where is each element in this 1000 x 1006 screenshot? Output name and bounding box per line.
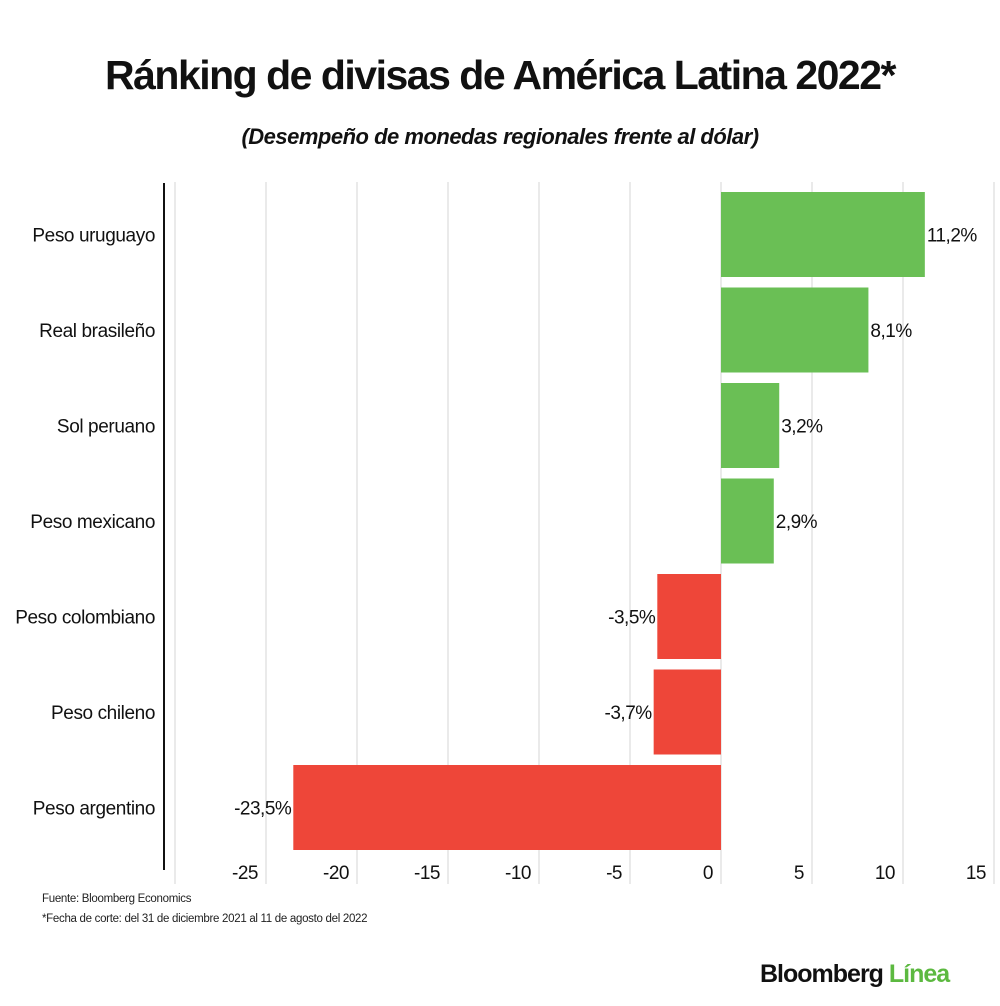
x-tick-label: -10 bbox=[505, 863, 531, 884]
x-tick-label: -25 bbox=[232, 863, 258, 884]
chart-subtitle: (Desempeño de monedas regionales frente … bbox=[241, 124, 759, 149]
category-label: Peso argentino bbox=[33, 799, 155, 820]
x-tick-label: -20 bbox=[323, 863, 349, 884]
bar bbox=[721, 383, 780, 468]
chart-title: Ránking de divisas de América Latina 202… bbox=[104, 52, 897, 98]
data-label: 3,2% bbox=[781, 417, 823, 438]
bar bbox=[721, 287, 869, 373]
category-label: Real brasileño bbox=[39, 321, 155, 342]
data-label: 8,1% bbox=[870, 321, 912, 342]
bar bbox=[721, 478, 774, 564]
bar bbox=[657, 574, 721, 659]
x-tick-label: -15 bbox=[414, 863, 440, 884]
data-label: -23,5% bbox=[234, 799, 292, 820]
x-tick-label: 10 bbox=[875, 863, 895, 884]
source-note: Fuente: Bloomberg Economics bbox=[42, 893, 192, 905]
category-label: Peso uruguayo bbox=[32, 226, 155, 247]
x-tick-label: 5 bbox=[794, 863, 804, 884]
logo-part2: Línea bbox=[888, 960, 950, 988]
data-label: 2,9% bbox=[776, 512, 818, 533]
bloomberg-linea-logo: Bloomberg Línea bbox=[760, 960, 950, 989]
x-tick-label: 0 bbox=[703, 863, 713, 884]
cutoff-note: *Fecha de corte: del 31 de diciembre 202… bbox=[42, 913, 368, 925]
x-tick-label: -5 bbox=[606, 863, 622, 884]
category-label: Peso colombiano bbox=[15, 608, 155, 629]
bar bbox=[293, 765, 721, 850]
category-label: Peso chileno bbox=[51, 703, 155, 724]
bar bbox=[653, 669, 721, 755]
category-label: Peso mexicano bbox=[30, 512, 155, 533]
data-label: -3,7% bbox=[605, 703, 653, 724]
x-tick-label: 15 bbox=[966, 863, 986, 884]
bar bbox=[721, 192, 925, 277]
data-label: 11,2% bbox=[927, 226, 978, 247]
logo-part1: Bloomberg bbox=[760, 960, 884, 988]
category-label: Sol peruano bbox=[57, 417, 155, 438]
data-label: -3,5% bbox=[608, 608, 656, 629]
